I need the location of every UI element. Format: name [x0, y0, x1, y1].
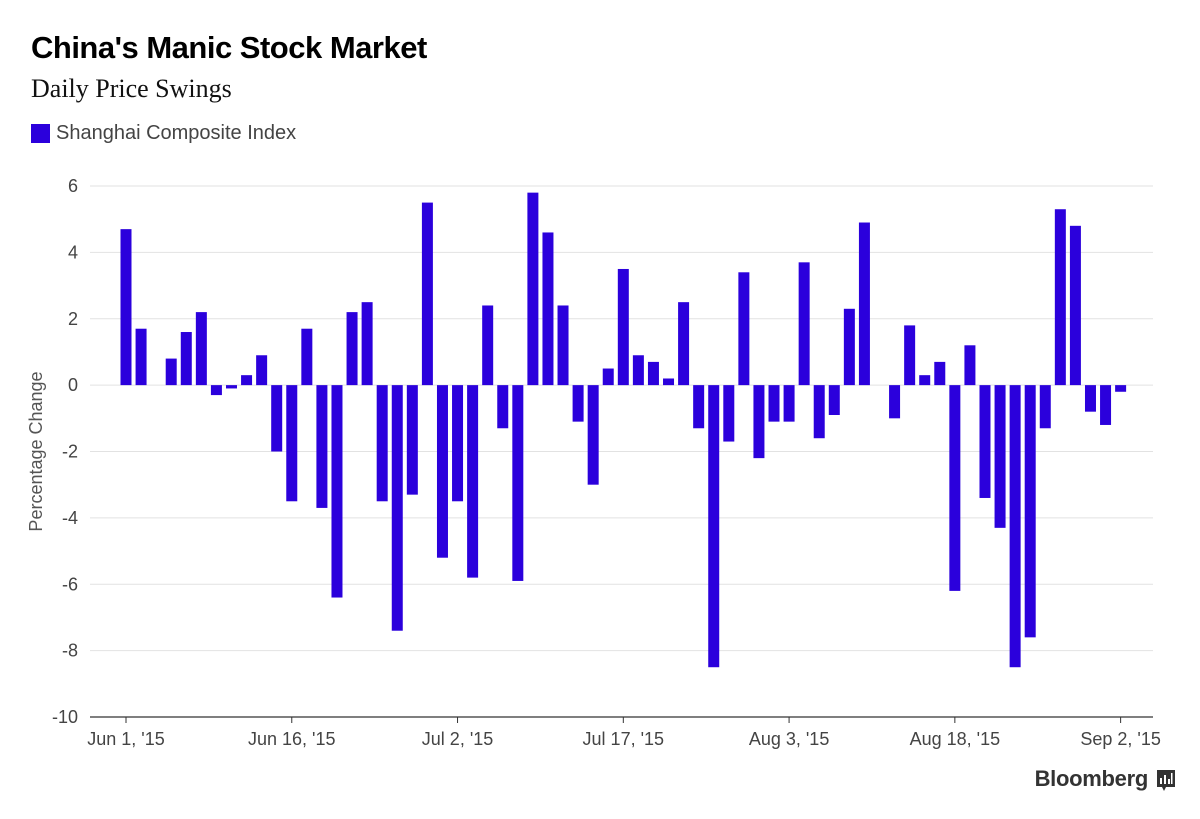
y-tick-label: -4 [62, 508, 78, 528]
bar [135, 328, 147, 386]
y-tick-label: -2 [62, 442, 78, 462]
bar [497, 385, 509, 429]
x-tick-label: Jun 1, '15 [87, 729, 165, 749]
bar [1115, 385, 1127, 392]
bar [1069, 225, 1081, 386]
bar [256, 355, 268, 386]
bar [708, 385, 720, 668]
bar [964, 345, 976, 386]
bar [346, 312, 358, 386]
y-tick-label: -6 [62, 574, 78, 594]
bar [813, 385, 825, 439]
bar [889, 385, 901, 419]
bar [376, 385, 388, 502]
bar [723, 385, 735, 442]
bar [768, 385, 780, 422]
bar [467, 385, 479, 578]
bloomberg-chart-icon [1157, 770, 1175, 791]
x-tick-label: Jul 17, '15 [583, 729, 665, 749]
y-axis-title: Percentage Change [26, 371, 46, 531]
bar [1024, 385, 1036, 638]
bar [1054, 209, 1066, 386]
bar [195, 312, 207, 386]
bar [738, 272, 750, 386]
bar [1100, 385, 1112, 425]
chart-subtitle: Daily Price Swings [31, 74, 232, 103]
bar [994, 385, 1006, 528]
bar [391, 385, 403, 631]
bloomberg-logo: Bloomberg [1034, 766, 1149, 791]
x-tick-label: Jul 2, '15 [422, 729, 493, 749]
bar [527, 192, 539, 386]
bar [934, 361, 946, 386]
legend-swatch [31, 124, 50, 143]
bar [693, 385, 705, 429]
bar [647, 361, 659, 386]
bar [858, 222, 870, 386]
bar [316, 385, 328, 508]
bar [843, 308, 855, 386]
y-tick-label: 0 [68, 375, 78, 395]
bar [301, 328, 313, 386]
x-tick-label: Aug 3, '15 [749, 729, 830, 749]
chart-title: China's Manic Stock Market [31, 30, 427, 65]
bar [331, 385, 343, 598]
bar [587, 385, 599, 485]
bar [1084, 385, 1096, 412]
bar [241, 375, 253, 386]
bar [753, 385, 765, 459]
bar [949, 385, 961, 591]
bar [120, 229, 132, 386]
bar [678, 302, 690, 386]
y-tick-label: -8 [62, 641, 78, 661]
y-tick-label: 4 [68, 242, 78, 262]
bar [165, 358, 177, 386]
bar [602, 368, 614, 386]
x-tick-label: Aug 18, '15 [910, 729, 1001, 749]
bar [919, 375, 931, 386]
legend: Shanghai Composite Index [31, 122, 296, 145]
bar [904, 325, 916, 386]
bar [663, 378, 675, 386]
y-tick-label: -10 [52, 707, 78, 727]
bar [436, 385, 448, 558]
bar [783, 385, 795, 422]
y-tick-label: 2 [68, 309, 78, 329]
bar [572, 385, 584, 422]
y-tick-label: 6 [68, 176, 78, 196]
bar [421, 202, 433, 386]
bar [361, 302, 373, 386]
x-tick-label: Jun 16, '15 [248, 729, 336, 749]
bar [225, 385, 237, 389]
bar [1009, 385, 1021, 668]
bar [452, 385, 464, 502]
bar [617, 268, 629, 386]
bar [271, 385, 283, 452]
bar [557, 305, 569, 386]
bar [512, 385, 524, 581]
bar [979, 385, 991, 498]
bar [286, 385, 298, 502]
bar [1039, 385, 1051, 429]
legend-label: Shanghai Composite Index [56, 122, 297, 144]
bar [542, 232, 554, 386]
x-tick-label: Sep 2, '15 [1080, 729, 1161, 749]
bar [798, 262, 810, 386]
bar [632, 355, 644, 386]
bar [180, 332, 192, 386]
bar [210, 385, 222, 396]
bar [828, 385, 840, 415]
bar [482, 305, 494, 386]
bar [406, 385, 418, 495]
